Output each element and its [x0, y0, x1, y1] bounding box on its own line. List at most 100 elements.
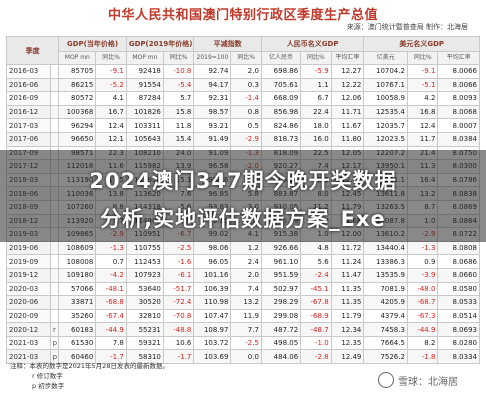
value-cell: 487.72	[260, 322, 302, 337]
value-cell: 11.47	[330, 267, 365, 283]
value-cell: -6.1	[162, 267, 195, 283]
value-cell: 0.7	[95, 254, 127, 269]
header-deflator: 平减指数	[193, 36, 262, 52]
value-cell: 12.1	[95, 131, 127, 147]
table-row: 2017-03 96294 12.4 103311 11.8 93.21 0.5 824.86…	[6, 118, 480, 133]
value-cell: 951.59	[260, 267, 302, 283]
value-cell: 22.4	[300, 104, 332, 120]
value-cell: 100368	[58, 104, 97, 120]
header-rmb: 人民币名义GDP	[260, 36, 365, 52]
value-cell: -1.7	[95, 349, 127, 365]
value-cell: 16.7	[95, 104, 127, 120]
value-cell: 11.9	[230, 308, 262, 324]
value-cell: 1.1	[300, 77, 332, 93]
value-cell: 502.97	[260, 281, 302, 297]
quarter-cell: 2016-12	[6, 104, 51, 120]
value-cell: 91554	[125, 77, 164, 93]
value-cell: 10767.1	[363, 77, 408, 93]
value-cell: 8.0066	[437, 77, 480, 93]
value-cell: 33871	[58, 295, 97, 310]
value-cell: -1.0	[300, 335, 332, 351]
value-cell: 103.72	[193, 335, 232, 351]
value-cell: 668.09	[260, 91, 302, 106]
value-cell: 2.0	[230, 64, 262, 79]
value-cell: -5.4	[162, 77, 195, 93]
subheader-cell: MOP mn	[125, 51, 164, 65]
quarter-cell: 2021-03	[6, 335, 51, 351]
value-cell: 12.22	[330, 77, 365, 93]
quarter-cell: 2017-06	[6, 131, 51, 147]
value-cell: 57066	[58, 281, 97, 297]
value-cell: 12.35	[330, 335, 365, 351]
value-cell: 108.97	[193, 322, 232, 337]
value-cell: -67.3	[406, 308, 439, 324]
revision-flag-cell	[49, 281, 60, 297]
value-cell: 13.2	[230, 295, 262, 310]
value-cell: -1.8	[406, 349, 439, 365]
value-cell: 55231	[125, 322, 164, 337]
value-cell: 61530	[58, 335, 97, 351]
value-cell: 101826	[125, 104, 164, 120]
value-cell: 32810	[125, 308, 164, 324]
revision-flag-cell	[49, 77, 60, 93]
table-row: 2019-09 108008 0.7 112453 -1.6 96.05 2.4 961.10…	[6, 254, 480, 269]
value-cell: -9.1	[95, 64, 127, 79]
value-cell: 12.34	[330, 322, 365, 337]
value-cell: 4.1	[95, 91, 127, 106]
value-cell: 961.10	[260, 254, 302, 269]
value-cell: 8.0066	[437, 64, 480, 79]
value-cell: 13386.3	[363, 254, 408, 269]
value-cell: 35260	[58, 308, 97, 324]
value-cell: 4379.4	[363, 308, 408, 324]
value-cell: 8.0384	[437, 131, 480, 147]
quarter-cell: 2021-03	[6, 349, 51, 365]
page-title: 中华人民共和国澳门特别行政区季度生产总值	[107, 8, 378, 23]
value-cell: 85705	[58, 64, 97, 79]
value-cell: 7458.3	[363, 322, 408, 337]
value-cell: 10.6	[162, 335, 195, 351]
quarter-cell: 2016-03	[6, 64, 51, 79]
value-cell: -48.8	[162, 322, 195, 337]
value-cell: -45.1	[300, 281, 332, 297]
value-cell: 11.8	[162, 118, 195, 133]
value-cell: -70.8	[162, 308, 195, 324]
value-cell: -72.4	[162, 295, 195, 310]
value-cell: 12.06	[330, 91, 365, 106]
quarter-cell: 2019-06	[6, 240, 51, 256]
watermark: 雪球：北海居	[378, 372, 458, 388]
header-quarter: 季度	[5, 36, 60, 65]
value-cell: -68.9	[300, 308, 332, 324]
subheader-cell: 亿美元	[363, 51, 408, 65]
value-cell: 11.24	[330, 254, 365, 269]
value-cell: 7526.2	[363, 349, 408, 365]
value-cell: 103.69	[193, 349, 232, 365]
table-row: 2020-06 33871 -68.8 30520 -72.4 110.98 13.2 298…	[6, 295, 480, 310]
value-cell: 107.47	[193, 308, 232, 324]
value-cell: 12023.5	[363, 131, 408, 147]
table-row: 2020-09 35260 -67.4 32810 -70.8 107.47 11.9 299…	[6, 308, 480, 324]
value-cell: -68.7	[406, 295, 439, 310]
table-row: 2020-12 r 60183 -44.9 55231 -48.8 108.97 7.7 487…	[6, 322, 480, 337]
quarter-cell: 2019-12	[6, 267, 51, 283]
value-cell: 7.7	[230, 322, 262, 337]
value-cell: -2.5	[162, 240, 195, 256]
value-cell: 87284	[125, 91, 164, 106]
table-row: 2016-12 100368 16.7 101826 15.8 98.57 0.8 856.9…	[6, 104, 480, 120]
note-line: 注释：本表的数字是2021年5月28日发表的最新数据。	[10, 362, 169, 370]
value-cell: -67.8	[300, 295, 332, 310]
value-cell: 108609	[58, 240, 97, 256]
value-cell: 2.4	[230, 254, 262, 269]
value-cell: 0.8	[230, 104, 262, 120]
table-row: 2016-09 80572 4.1 87284 5.7 92.31 -1.4 668.09 6.…	[6, 91, 480, 106]
value-cell: 10058.9	[363, 91, 408, 106]
value-cell: -48.7	[300, 322, 332, 337]
snowball-logo-icon	[378, 372, 394, 388]
value-cell: 11.79	[330, 308, 365, 324]
value-cell: 96650	[58, 131, 97, 147]
subheader-cell: 平均汇率	[330, 51, 365, 65]
value-cell: 94.17	[193, 77, 232, 93]
value-cell: 698.86	[260, 64, 302, 79]
value-cell: 7.4	[230, 281, 262, 297]
subheader-cell: MOP mn	[58, 51, 97, 65]
value-cell: 298.29	[260, 295, 302, 310]
